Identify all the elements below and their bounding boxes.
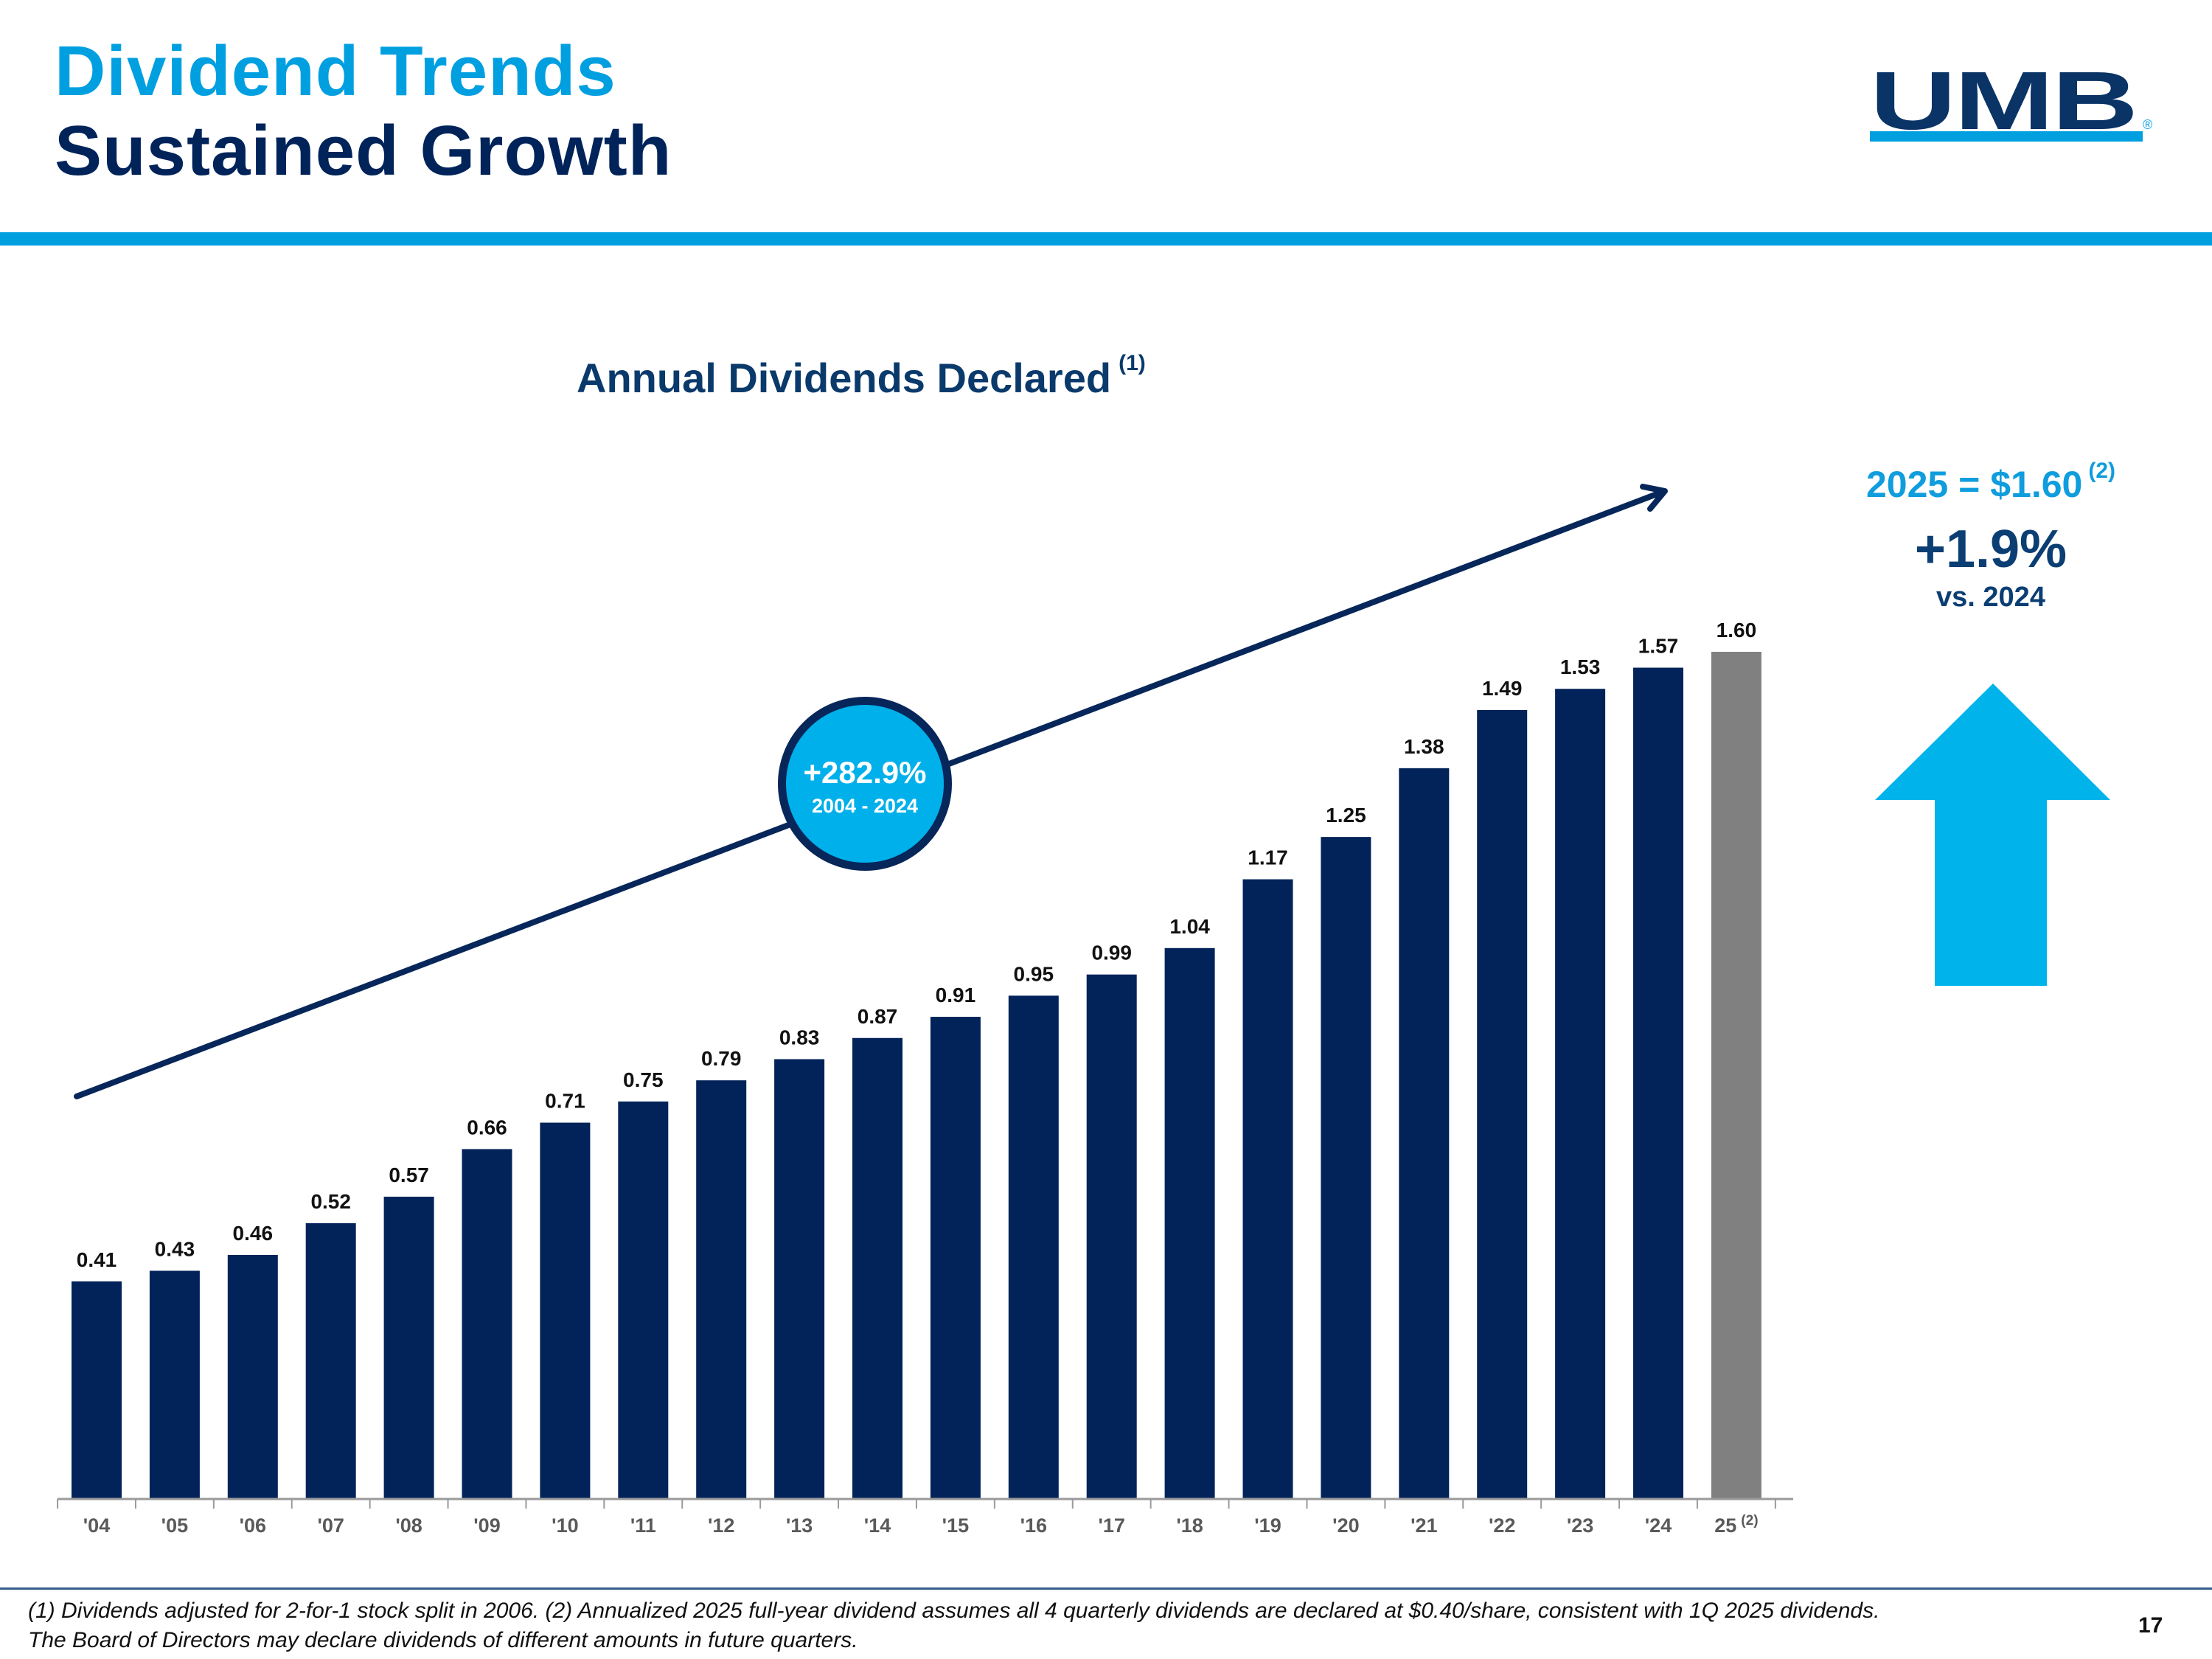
up-arrow-icon: [1875, 684, 2110, 986]
x-tick-label: '06: [240, 1514, 266, 1537]
bar: [1477, 709, 1528, 1498]
page-number: 17: [2138, 1613, 2163, 1638]
projection-footnote: (2): [2088, 459, 2115, 483]
growth-period: 2004 - 2024: [811, 795, 919, 817]
bar-value-label: 0.52: [310, 1190, 351, 1213]
bar-projected: [1711, 652, 1761, 1498]
bar-value-label: 0.43: [155, 1237, 195, 1260]
bar-value-label: 1.38: [1404, 735, 1444, 758]
bar-value-label: 0.91: [936, 984, 976, 1006]
bar: [1633, 667, 1683, 1498]
slide-subtitle: Sustained Growth: [55, 111, 672, 190]
chart-title-footnote: (1): [1119, 351, 1146, 375]
footnotes: (1) Dividends adjusted for 2-for-1 stock…: [28, 1596, 2152, 1655]
bar: [1321, 837, 1371, 1498]
bar: [1008, 995, 1059, 1498]
bar-value-label: 1.17: [1248, 846, 1288, 869]
bar-value-label: 1.49: [1482, 677, 1523, 700]
projection-comparison: vs. 2024: [1936, 582, 2045, 613]
x-tick-label: '17: [1098, 1514, 1124, 1537]
bar: [774, 1059, 825, 1498]
bar-value-label: 1.53: [1560, 655, 1601, 678]
x-tick-label: '10: [552, 1514, 578, 1537]
x-tick-label: '12: [708, 1514, 734, 1537]
bar-value-label: 0.71: [545, 1090, 585, 1113]
x-tick-label: '11: [630, 1514, 656, 1537]
umb-logo: UMB ®: [1870, 57, 2153, 145]
footnote-line-1: (1) Dividends adjusted for 2-for-1 stock…: [28, 1599, 1880, 1623]
bar: [618, 1101, 669, 1498]
bar: [72, 1281, 122, 1498]
x-tick-label: '21: [1411, 1514, 1437, 1537]
bar: [305, 1222, 356, 1498]
bar-value-label: 0.66: [467, 1116, 507, 1138]
bar: [852, 1037, 902, 1498]
bar-value-label: 0.46: [233, 1222, 274, 1245]
bar-value-label: 0.57: [389, 1164, 429, 1186]
bar: [1399, 768, 1450, 1498]
bar-value-label: 0.99: [1091, 942, 1132, 964]
footnote-line-2: The Board of Directors may declare divid…: [28, 1628, 858, 1652]
x-tick-label: '15: [942, 1514, 969, 1537]
chart-title: Annual Dividends Declared (1): [577, 351, 1146, 402]
bar: [1086, 974, 1137, 1498]
bar-value-label: 0.75: [623, 1068, 664, 1091]
bar: [540, 1122, 591, 1498]
bar: [149, 1270, 200, 1498]
x-tick-label: '20: [1332, 1514, 1359, 1537]
bar-value-label: 1.57: [1638, 635, 1679, 658]
projection-headline: 2025 = $1.60 (2): [1814, 459, 2168, 506]
x-tick-label: '23: [1567, 1514, 1593, 1537]
bar: [1242, 879, 1293, 1498]
x-tick-label: '24: [1645, 1514, 1672, 1537]
registered-mark: ®: [2143, 117, 2153, 132]
x-tick-label: '09: [473, 1514, 500, 1537]
bar-value-label: 1.60: [1717, 619, 1757, 641]
x-tick-label: 25 (2): [1714, 1513, 1758, 1537]
bar: [227, 1254, 278, 1498]
bar: [1555, 689, 1606, 1498]
bar-value-label: 0.95: [1014, 962, 1054, 985]
x-tick-label: '22: [1489, 1514, 1515, 1537]
bar-value-label: 0.87: [858, 1005, 898, 1028]
projection-change: +1.9%: [1914, 520, 2067, 579]
slide-title: Dividend Trends: [55, 32, 616, 111]
footer-divider: [0, 1587, 2212, 1590]
bar-value-label: 1.25: [1326, 804, 1366, 827]
bar: [1164, 947, 1215, 1498]
chart-title-text: Annual Dividends Declared: [577, 355, 1112, 401]
x-tick-label: '07: [317, 1514, 344, 1537]
logo-wordmark: UMB: [1870, 55, 2138, 147]
bar-value-label: 0.83: [779, 1026, 820, 1048]
bar: [930, 1017, 981, 1498]
growth-percent: +282.9%: [803, 755, 927, 790]
x-tick-label: '08: [395, 1514, 422, 1537]
header-divider: [0, 232, 2212, 246]
x-tick-label: '18: [1176, 1514, 1203, 1537]
x-tick-label: '14: [864, 1514, 891, 1537]
logo-underline: [1870, 131, 2143, 142]
x-tick-label: '05: [161, 1514, 188, 1537]
x-tick-label: '16: [1020, 1514, 1047, 1537]
bar-value-label: 0.79: [701, 1047, 742, 1070]
projection-headline-text: 2025 = $1.60: [1865, 464, 2083, 505]
bar: [462, 1149, 512, 1498]
bar: [696, 1080, 747, 1498]
bar-value-label: 1.04: [1169, 915, 1210, 938]
x-tick-label: '13: [786, 1514, 813, 1537]
bar-value-label: 0.41: [77, 1248, 117, 1271]
x-tick-label: '04: [83, 1514, 110, 1537]
growth-badge: +282.9% 2004 - 2024: [778, 697, 952, 871]
projection-callout: 2025 = $1.60 (2) +1.9% vs. 2024: [1814, 459, 2168, 613]
bar: [383, 1197, 434, 1498]
x-tick-label: '19: [1254, 1514, 1281, 1537]
